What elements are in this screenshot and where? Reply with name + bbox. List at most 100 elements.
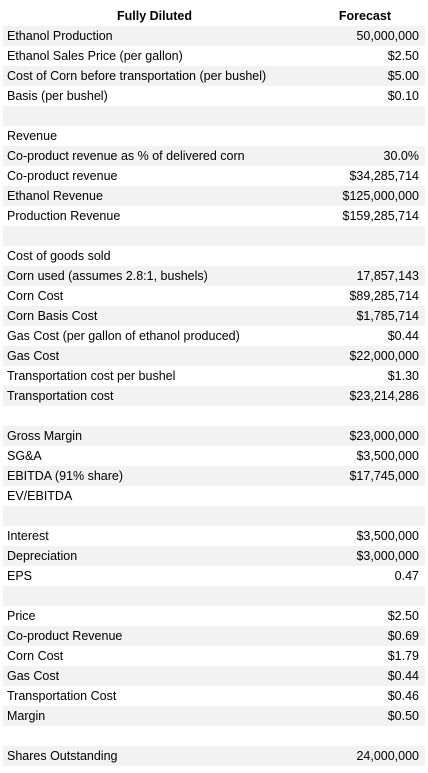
row-value: $125,000,000 xyxy=(342,189,419,203)
row-value: $0.69 xyxy=(387,629,419,643)
table-row: Ethanol Sales Price (per gallon) $2.50 xyxy=(3,46,425,66)
row-value: $159,285,714 xyxy=(342,209,419,223)
row-label: Margin xyxy=(7,709,46,723)
row-value: 50,000,000 xyxy=(356,29,419,43)
table-row: Corn Cost $89,285,714 xyxy=(3,286,425,306)
row-label: Production Revenue xyxy=(7,209,121,223)
row-value: $0.44 xyxy=(387,669,419,683)
row-value: 17,857,143 xyxy=(356,269,419,283)
row-value: 0.47 xyxy=(394,569,419,583)
row-value: $23,214,286 xyxy=(349,389,419,403)
row-label: Price xyxy=(7,609,36,623)
table-row: Gross Margin $23,000,000 xyxy=(3,426,425,446)
row-value: $0.10 xyxy=(387,89,419,103)
row-value: $1.30 xyxy=(387,369,419,383)
table-row: EV/EBITDA xyxy=(3,486,425,506)
row-label: Co-product revenue xyxy=(7,169,118,183)
table-row: Shares Outstanding 24,000,000 xyxy=(3,746,425,766)
row-label: Corn Cost xyxy=(7,289,64,303)
header-row: Fully Diluted Forecast xyxy=(3,6,425,26)
row-label: EV/EBITDA xyxy=(7,489,73,503)
table-row: Corn used (assumes 2.8:1, bushels) 17,857… xyxy=(3,266,425,286)
table-row: Co-product revenue $34,285,714 xyxy=(3,166,425,186)
table-row: Revenue xyxy=(3,126,425,146)
table-row: Ethanol Production 50,000,000 xyxy=(3,26,425,46)
row-value: $2.50 xyxy=(387,609,419,623)
row-label: EPS xyxy=(7,569,33,583)
table-row: SG&A $3,500,000 xyxy=(3,446,425,466)
row-value: $89,285,714 xyxy=(349,289,419,303)
table-row: Gas Cost (per gallon of ethanol produced… xyxy=(3,326,425,346)
row-label: Cost of Corn before transportation (per … xyxy=(7,69,267,83)
row-value: $0.44 xyxy=(387,329,419,343)
spacer-row xyxy=(3,226,425,246)
column-header-forecast: Forecast xyxy=(338,9,391,23)
spacer-row xyxy=(3,586,425,606)
row-label: Corn Basis Cost xyxy=(7,309,98,323)
row-label: Transportation cost xyxy=(7,389,114,403)
table-row: Price $2.50 xyxy=(3,606,425,626)
row-value: $1.79 xyxy=(387,649,419,663)
row-label: Depreciation xyxy=(7,549,78,563)
row-label: Ethanol Production xyxy=(7,29,113,43)
table-row: Basis (per bushel) $0.10 xyxy=(3,86,425,106)
spacer-row xyxy=(3,506,425,526)
table-row: Interest $3,500,000 xyxy=(3,526,425,546)
row-value: $0.50 xyxy=(387,709,419,723)
row-value: $3,500,000 xyxy=(356,529,419,543)
table-row: Ethanol Revenue $125,000,000 xyxy=(3,186,425,206)
row-label: Corn used (assumes 2.8:1, bushels) xyxy=(7,269,208,283)
row-label: Corn Cost xyxy=(7,649,64,663)
row-label: Ethanol Sales Price (per gallon) xyxy=(7,49,183,63)
row-value: 24,000,000 xyxy=(356,749,419,763)
table-row: Co-product revenue as % of delivered cor… xyxy=(3,146,425,166)
row-label: Gas Cost (per gallon of ethanol produced… xyxy=(7,329,240,343)
row-label: Co-product Revenue xyxy=(7,629,123,643)
column-header-fully-diluted: Fully Diluted xyxy=(117,9,192,23)
row-value: $17,745,000 xyxy=(349,469,419,483)
row-value: 30.0% xyxy=(383,149,419,163)
table-row: Depreciation $3,000,000 xyxy=(3,546,425,566)
table-row: Gas Cost $0.44 xyxy=(3,666,425,686)
row-label: Interest xyxy=(7,529,49,543)
row-label: Gas Cost xyxy=(7,349,60,363)
table-row: Transportation cost per bushel $1.30 xyxy=(3,366,425,386)
spacer-row xyxy=(3,106,425,126)
table-row: Cost of goods sold xyxy=(3,246,425,266)
row-value: $2.50 xyxy=(387,49,419,63)
row-value: $1,785,714 xyxy=(356,309,419,323)
row-label: Transportation Cost xyxy=(7,689,117,703)
row-value: $0.46 xyxy=(387,689,419,703)
row-value: $3,000,000 xyxy=(356,549,419,563)
row-label: Transportation cost per bushel xyxy=(7,369,176,383)
row-label: Shares Outstanding xyxy=(7,749,118,763)
row-value: $22,000,000 xyxy=(349,349,419,363)
spacer-row xyxy=(3,406,425,426)
table-row: Co-product Revenue $0.69 xyxy=(3,626,425,646)
row-label: Cost of goods sold xyxy=(7,249,111,263)
table-row: Production Revenue $159,285,714 xyxy=(3,206,425,226)
table-row: Corn Basis Cost $1,785,714 xyxy=(3,306,425,326)
row-label: Gas Cost xyxy=(7,669,60,683)
table-row: EPS 0.47 xyxy=(3,566,425,586)
row-label: Gross Margin xyxy=(7,429,83,443)
table-row: Transportation cost $23,214,286 xyxy=(3,386,425,406)
row-label: Co-product revenue as % of delivered cor… xyxy=(7,149,245,163)
row-label: Basis (per bushel) xyxy=(7,89,108,103)
row-label: SG&A xyxy=(7,449,42,463)
table-row: Gas Cost $22,000,000 xyxy=(3,346,425,366)
row-label: Ethanol Revenue xyxy=(7,189,103,203)
row-value: $3,500,000 xyxy=(356,449,419,463)
row-label: Revenue xyxy=(7,129,58,143)
table-row: Corn Cost $1.79 xyxy=(3,646,425,666)
table-row: Cost of Corn before transportation (per … xyxy=(3,66,425,86)
row-label: EBITDA (91% share) xyxy=(7,469,124,483)
row-value: $23,000,000 xyxy=(349,429,419,443)
table-row: EBITDA (91% share) $17,745,000 xyxy=(3,466,425,486)
spacer-row xyxy=(3,726,425,746)
table-row: Margin $0.50 xyxy=(3,706,425,726)
table-row: Transportation Cost $0.46 xyxy=(3,686,425,706)
row-value: $5.00 xyxy=(387,69,419,83)
row-value: $34,285,714 xyxy=(349,169,419,183)
